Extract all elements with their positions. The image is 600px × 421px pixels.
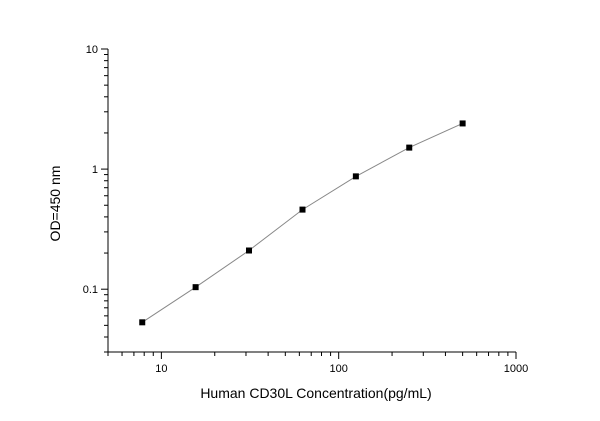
x-tick-label: 1000 (504, 363, 528, 375)
data-point (406, 144, 413, 151)
y-tick-label: 0.1 (83, 284, 98, 296)
series-layer (139, 120, 466, 326)
data-point (459, 120, 466, 127)
data-point (192, 284, 199, 291)
data-point (139, 319, 146, 326)
tick-labels: 10 100 1000 0.1 1 10 (83, 44, 529, 375)
x-tick-label: 10 (155, 363, 167, 375)
x-tick-label: 100 (330, 363, 348, 375)
y-tick-label: 10 (86, 44, 98, 56)
major-ticks (101, 48, 517, 359)
fit-curve (141, 122, 463, 323)
data-point (245, 247, 252, 254)
minor-ticks (104, 53, 509, 356)
y-axis-title: OD=450 nm (47, 166, 63, 242)
y-tick-label: 1 (92, 164, 98, 176)
data-point (352, 173, 359, 180)
data-point (299, 206, 306, 213)
x-axis-title: Human CD30L Concentration(pg/mL) (200, 385, 431, 401)
